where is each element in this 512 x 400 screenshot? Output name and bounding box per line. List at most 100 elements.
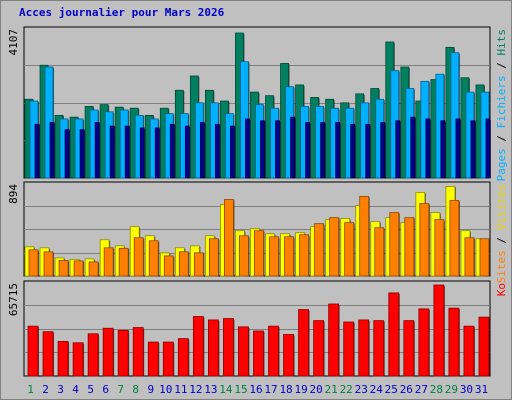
- bar-pages-30: [470, 120, 476, 179]
- y-max-label-0: 4107: [7, 29, 20, 56]
- x-tick-label-5: 5: [87, 383, 94, 396]
- bar-sites-7: [118, 247, 129, 277]
- bar-sites-26: [404, 217, 415, 277]
- bar-ko-8: [132, 327, 144, 377]
- bar-pages-21: [335, 122, 341, 179]
- bar-ko-20: [313, 320, 325, 377]
- x-tick-label-4: 4: [72, 383, 79, 396]
- bar-ko-28: [433, 284, 445, 377]
- bar-ko-26: [403, 320, 415, 377]
- bar-sites-23: [359, 196, 370, 277]
- bar-sites-15: [239, 235, 249, 277]
- bar-ko-18: [283, 334, 294, 377]
- bar-ko-27: [418, 308, 430, 377]
- bar-pages-20: [320, 122, 326, 179]
- bar-sites-3: [58, 259, 69, 277]
- bar-ko-6: [102, 327, 114, 377]
- bar-pages-7: [124, 125, 130, 179]
- bar-pages-1: [34, 123, 40, 179]
- x-tick-label-20: 20: [310, 383, 323, 396]
- bar-sites-8: [133, 237, 144, 277]
- legend-0: Pages / Fichiers / Hits: [495, 29, 508, 181]
- bar-pages-28: [440, 120, 446, 179]
- bar-pages-4: [79, 129, 85, 179]
- bar-pages-16: [260, 120, 265, 179]
- x-tick-label-7: 7: [117, 383, 124, 396]
- bar-ko-15: [238, 326, 249, 377]
- bar-ko-31: [478, 316, 490, 377]
- legend-entry-0-0: Pages: [495, 148, 508, 181]
- legend-entry-0-4: Hits: [495, 29, 508, 56]
- x-tick-label-8: 8: [132, 383, 139, 396]
- bar-pages-11: [184, 125, 190, 179]
- bar-pages-29: [455, 118, 461, 179]
- bar-sites-19: [299, 234, 309, 277]
- bar-sites-28: [434, 219, 445, 277]
- x-tick-label-6: 6: [102, 383, 109, 396]
- bar-sites-25: [389, 212, 400, 277]
- bar-fichiers-29: [450, 52, 460, 179]
- bar-pages-13: [214, 123, 220, 179]
- bar-ko-22: [343, 321, 355, 377]
- bar-pages-5: [94, 122, 100, 179]
- x-tick-label-9: 9: [147, 383, 154, 396]
- bar-ko-4: [72, 342, 84, 377]
- x-tick-label-17: 17: [264, 383, 277, 396]
- bar-sites-30: [464, 237, 475, 277]
- bar-sites-17: [269, 236, 279, 277]
- bar-ko-9: [147, 341, 159, 377]
- bar-pages-10: [169, 123, 175, 179]
- legend-2: Ko: [495, 283, 508, 296]
- bar-pages-8: [139, 127, 145, 179]
- bar-ko-30: [463, 325, 475, 377]
- bar-pages-12: [199, 122, 205, 179]
- bar-ko-19: [298, 309, 309, 377]
- legend-1: Sites / Visites: [495, 184, 508, 283]
- bar-sites-18: [284, 236, 294, 277]
- bar-sites-5: [88, 261, 99, 277]
- legend-entry-1-2: Visites: [495, 184, 508, 230]
- x-tick-label-3: 3: [57, 383, 64, 396]
- x-tick-label-23: 23: [355, 383, 368, 396]
- x-tick-label-15: 15: [234, 383, 247, 396]
- x-tick-label-21: 21: [325, 383, 338, 396]
- x-tick-label-22: 22: [340, 383, 353, 396]
- legend-entry-1-0: Sites: [495, 250, 508, 283]
- legend-entry-0-3: /: [495, 56, 508, 76]
- bar-pages-24: [380, 122, 386, 179]
- bar-pages-9: [154, 127, 160, 179]
- bar-ko-10: [162, 341, 174, 377]
- bar-sites-31: [479, 238, 490, 277]
- bar-pages-19: [305, 122, 310, 179]
- chart-title: Acces journalier pour Mars 2026: [19, 6, 225, 19]
- x-tick-label-2: 2: [42, 383, 49, 396]
- bar-sites-24: [374, 227, 385, 277]
- legend-entry-0-2: Fichiers: [495, 75, 508, 128]
- bar-pages-2: [49, 122, 55, 179]
- bar-ko-3: [57, 340, 69, 377]
- x-tick-label-30: 30: [460, 383, 473, 396]
- bar-ko-25: [388, 292, 400, 377]
- bar-ko-14: [223, 318, 234, 377]
- bar-ko-13: [207, 319, 219, 377]
- bar-sites-11: [178, 251, 189, 277]
- bar-pages-17: [275, 120, 280, 179]
- x-tick-label-27: 27: [415, 383, 428, 396]
- x-tick-label-10: 10: [159, 383, 172, 396]
- bar-ko-5: [87, 333, 99, 377]
- bar-pages-18: [290, 116, 295, 179]
- bar-sites-20: [314, 223, 325, 277]
- y-max-label-2: 65715: [7, 283, 20, 316]
- bar-sites-12: [193, 252, 204, 277]
- bar-ko-2: [42, 331, 54, 377]
- bar-sites-2: [43, 251, 54, 277]
- bar-pages-22: [350, 123, 356, 179]
- bar-ko-23: [358, 319, 370, 377]
- bar-ko-17: [268, 325, 279, 377]
- bar-sites-4: [73, 260, 84, 277]
- x-tick-label-14: 14: [219, 383, 233, 396]
- legend-entry-1-1: /: [495, 230, 508, 250]
- bar-pages-3: [64, 129, 70, 179]
- bar-ko-7: [117, 329, 129, 377]
- bar-sites-9: [148, 240, 159, 277]
